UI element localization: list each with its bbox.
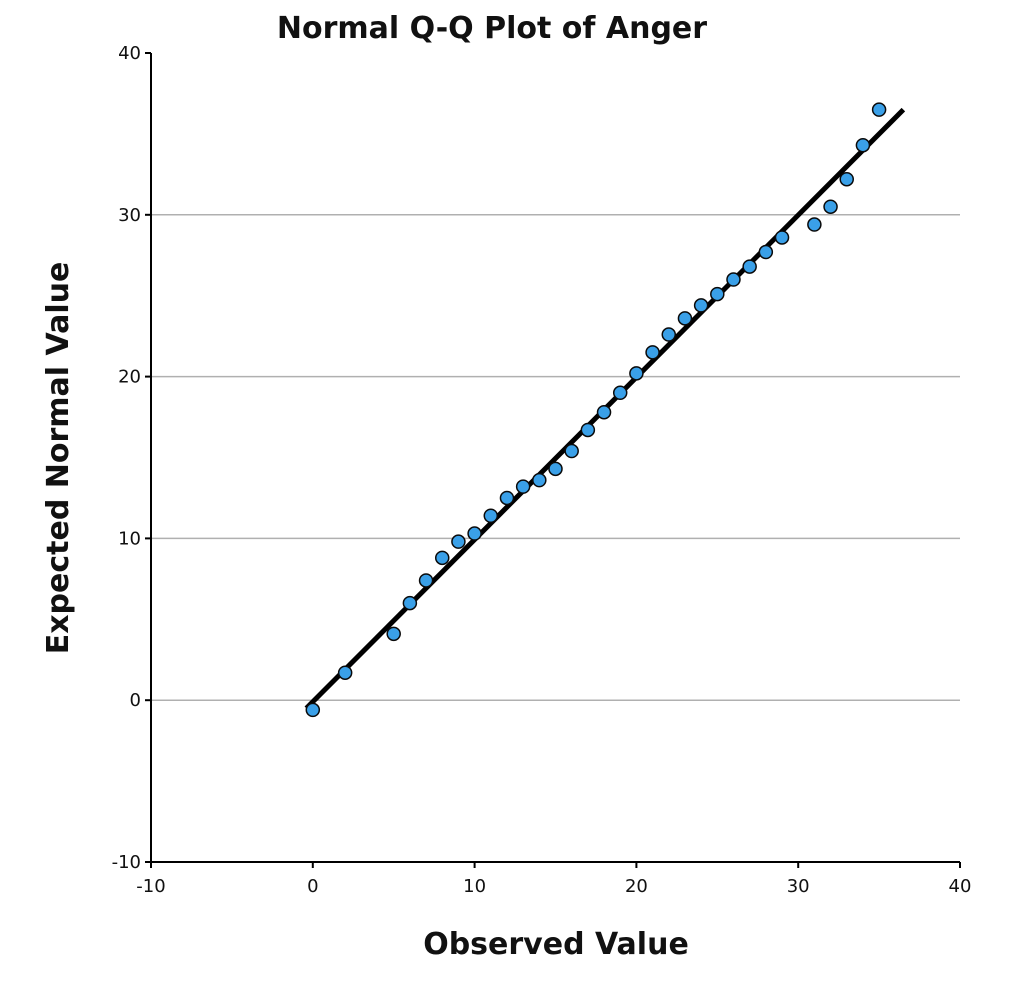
x-tick-label-3: 20 bbox=[625, 876, 648, 897]
data-point-8 bbox=[483, 508, 499, 523]
data-point-10 bbox=[515, 479, 531, 494]
data-point-27 bbox=[807, 217, 822, 232]
data-point-20 bbox=[677, 311, 693, 326]
y-tick-label-4: 30 bbox=[118, 205, 141, 226]
data-point-15 bbox=[596, 404, 612, 420]
y-tick-label-0: -10 bbox=[112, 852, 141, 873]
chart-title: Normal Q-Q Plot of Anger bbox=[277, 11, 707, 46]
data-point-30 bbox=[855, 137, 871, 153]
data-point-21 bbox=[693, 298, 709, 313]
data-point-1 bbox=[337, 665, 353, 680]
data-point-18 bbox=[645, 345, 660, 360]
data-point-24 bbox=[742, 259, 757, 274]
data-point-28 bbox=[823, 199, 838, 214]
x-tick-label-1: 0 bbox=[307, 876, 318, 897]
x-tick-label-5: 40 bbox=[949, 876, 972, 897]
data-point-9 bbox=[499, 490, 515, 506]
axes bbox=[145, 52, 961, 868]
data-point-26 bbox=[774, 230, 790, 245]
data-point-5 bbox=[434, 550, 450, 566]
gridlines bbox=[151, 214, 960, 701]
data-point-7 bbox=[467, 526, 482, 541]
data-point-3 bbox=[402, 595, 418, 611]
data-point-16 bbox=[612, 385, 628, 401]
x-tick-label-4: 30 bbox=[787, 876, 810, 897]
data-point-4 bbox=[418, 573, 434, 588]
data-point-0 bbox=[305, 702, 321, 718]
tick-labels: -10 0 10 20 30 40 -10 0 10 20 30 40 bbox=[112, 43, 972, 897]
y-tick-label-5: 40 bbox=[118, 43, 141, 64]
x-tick-label-0: -10 bbox=[136, 876, 165, 897]
data-point-14 bbox=[580, 422, 596, 438]
data-point-2 bbox=[386, 626, 401, 642]
x-axis-title: Observed Value bbox=[423, 927, 689, 962]
y-tick-label-1: 0 bbox=[130, 690, 141, 711]
data-point-6 bbox=[451, 534, 466, 549]
data-point-11 bbox=[532, 472, 547, 488]
data-point-31 bbox=[871, 102, 887, 117]
data-point-19 bbox=[661, 327, 677, 342]
data-point-23 bbox=[726, 272, 741, 287]
y-tick-label-3: 20 bbox=[118, 367, 141, 388]
data-point-25 bbox=[758, 244, 774, 260]
data-points bbox=[305, 102, 887, 718]
data-point-29 bbox=[839, 171, 854, 187]
y-tick-label-2: 10 bbox=[118, 528, 141, 549]
x-tick-label-2: 10 bbox=[463, 876, 486, 897]
y-axis-title: Expected Normal Value bbox=[41, 262, 76, 655]
data-point-12 bbox=[548, 461, 563, 477]
data-point-13 bbox=[564, 443, 579, 459]
data-point-22 bbox=[710, 286, 725, 302]
data-point-17 bbox=[629, 366, 644, 381]
